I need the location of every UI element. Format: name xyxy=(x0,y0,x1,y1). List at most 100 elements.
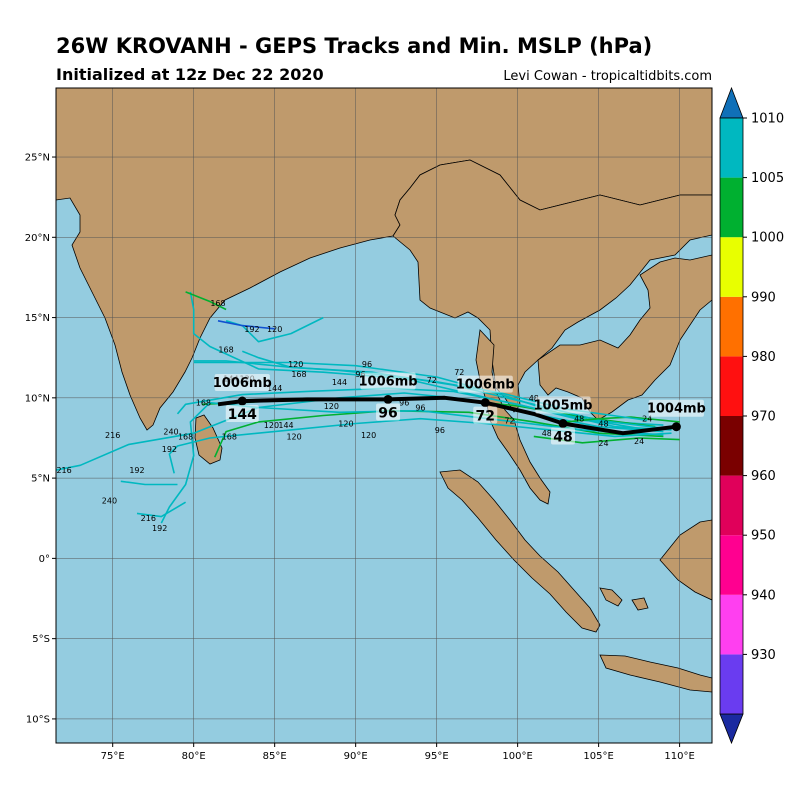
colorbar-segment xyxy=(720,177,743,238)
mean-track-marker xyxy=(671,422,681,432)
colorbar-tick-label: 940 xyxy=(751,588,776,603)
forecast-hour-label: 216 xyxy=(105,431,120,440)
lon-tick-label: 75°E xyxy=(101,751,125,762)
mean-hour-label: 72 xyxy=(475,409,494,425)
lat-tick-label: 15°N xyxy=(25,313,50,324)
lon-tick-label: 100°E xyxy=(502,751,532,762)
latitude-ticks: 25°N 20°N 15°N 10°N 5°N 0° 5°S 10°S xyxy=(25,153,56,725)
mean-hour-label: 144 xyxy=(228,407,257,423)
forecast-hour-label: 144 xyxy=(267,384,282,393)
lat-tick-label: 10°S xyxy=(26,714,50,725)
forecast-hour-label: 72 xyxy=(427,376,437,385)
forecast-hour-label: 120 xyxy=(264,421,279,430)
forecast-hour-label: 48 xyxy=(529,394,539,403)
land-sumatra xyxy=(439,469,601,633)
pressure-label-box xyxy=(360,372,416,390)
colorbar-tick-label: 1005 xyxy=(751,171,784,186)
colorbar-tick-label: 950 xyxy=(751,529,776,544)
lon-tick-label: 105°E xyxy=(583,751,613,762)
land-sri-lanka xyxy=(194,414,223,465)
forecast-hour-label: 72 xyxy=(504,416,514,425)
colorbar-segment xyxy=(720,475,743,536)
forecast-hour-label: 120 xyxy=(338,420,353,429)
mean-hour-label: 96 xyxy=(378,405,397,421)
forecast-hour-label: 216 xyxy=(141,514,156,523)
pressure-colorbar: 1010 1005 1000 990 980 970 960 950 940 930 xyxy=(719,86,784,745)
lat-tick-label: 0° xyxy=(39,554,50,565)
land-bangka xyxy=(599,587,623,607)
forecast-hour-label: 240 xyxy=(102,497,117,506)
ensemble-track-line xyxy=(136,501,187,518)
colorbar-tick-label: 980 xyxy=(751,350,776,365)
land-myanmar-coast xyxy=(392,159,712,413)
mean-track-marker xyxy=(480,398,490,408)
colorbar-lower-arrow xyxy=(719,713,744,745)
forecast-hour-label: 192 xyxy=(152,524,167,533)
colorbar-tick-label: 970 xyxy=(751,410,776,425)
lon-tick-label: 110°E xyxy=(664,751,694,762)
forecast-hour-label: 168 xyxy=(196,399,211,408)
lat-tick-label: 20°N xyxy=(25,233,50,244)
forecast-hour-label: 168 xyxy=(178,432,193,441)
forecast-hour-label: 240 xyxy=(163,428,178,437)
forecast-hour-label: 48 xyxy=(598,420,608,429)
forecast-hour-label: 120 xyxy=(324,402,339,411)
colorbar-segment xyxy=(720,594,743,655)
colorbar-tick-label: 960 xyxy=(751,469,776,484)
colorbar-segment xyxy=(720,118,743,178)
forecast-hour-label: 96 xyxy=(415,403,425,412)
forecast-hour-label: 48 xyxy=(574,415,584,424)
pressure-label: 1006mb xyxy=(213,376,272,391)
plot-frame xyxy=(55,87,713,744)
lon-tick-label: 90°E xyxy=(344,751,368,762)
forecast-hour-label: 96 xyxy=(399,399,409,408)
colorbar-tick-label: 1000 xyxy=(751,231,784,246)
forecast-hour-label: 168 xyxy=(218,346,233,355)
colorbar-tick-label: 930 xyxy=(751,648,776,663)
land-belitung xyxy=(631,597,649,611)
forecast-hour-label: 144 xyxy=(332,378,347,387)
mean-track-line xyxy=(217,395,677,436)
pressure-label-box xyxy=(648,399,704,417)
forecast-hour-label: 168 xyxy=(291,370,306,379)
forecast-hour-label: 24 xyxy=(598,439,608,448)
colorbar-segment xyxy=(720,237,743,297)
forecast-hour-label: 120 xyxy=(267,325,282,334)
lat-tick-label: 25°N xyxy=(25,153,50,164)
land-borneo xyxy=(659,519,712,601)
colorbar-tick-label: 990 xyxy=(751,290,776,305)
forecast-hour-label: 192 xyxy=(129,466,144,475)
lon-tick-label: 80°E xyxy=(182,751,206,762)
ensemble-track-line xyxy=(120,480,178,486)
forecast-hour-label: 96 xyxy=(435,426,445,435)
forecast-hour-label: 168 xyxy=(222,432,237,441)
forecast-hour-label: 120 xyxy=(361,431,376,440)
forecast-hour-label: 24 xyxy=(642,415,652,424)
forecast-hour-label: 96 xyxy=(362,360,372,369)
forecast-hour-label: 24 xyxy=(634,437,644,446)
forecast-hour-labels: 2424244848484872727296969696961201201201… xyxy=(56,299,652,533)
forecast-hour-label: 120 xyxy=(288,360,303,369)
longitude-ticks: 75°E 80°E 85°E 90°E 95°E 100°E 105°E 110°E xyxy=(101,743,695,762)
mean-track-marker xyxy=(383,394,393,404)
lat-tick-label: 5°S xyxy=(32,634,50,645)
colorbar-segment xyxy=(720,654,743,714)
mean-track-marker xyxy=(558,419,568,429)
forecast-hour-label: 192 xyxy=(244,325,259,334)
colorbar-segment xyxy=(720,356,743,416)
forecast-hour-label: 144 xyxy=(278,421,293,430)
pressure-label: 1006mb xyxy=(456,378,515,393)
mean-hour-label: 48 xyxy=(553,430,572,446)
land-masses xyxy=(56,88,712,693)
ensemble-track-line xyxy=(217,320,275,330)
hour-label-box xyxy=(550,427,575,445)
colorbar-segment xyxy=(720,296,743,357)
pressure-label: 1006mb xyxy=(359,374,418,389)
lat-tick-label: 10°N xyxy=(25,393,50,404)
mean-track-marker xyxy=(237,396,247,406)
forecast-hour-label: 192 xyxy=(162,445,177,454)
lon-tick-label: 95°E xyxy=(425,751,449,762)
lat-tick-label: 5°N xyxy=(31,474,50,485)
colorbar-segment xyxy=(720,416,743,476)
